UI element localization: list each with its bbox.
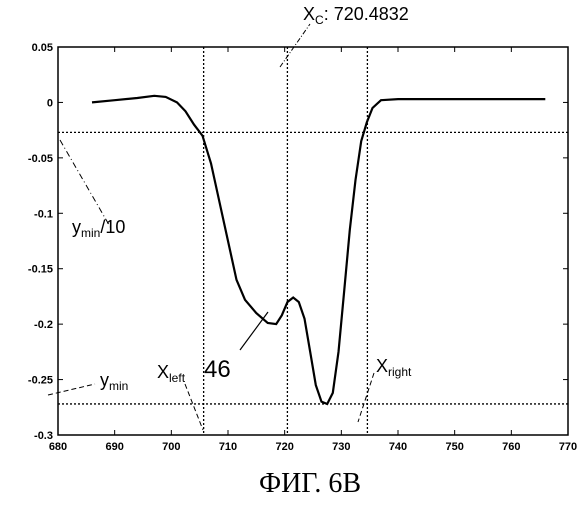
ymin10-annotation: ymin/10 bbox=[72, 217, 125, 240]
reference-lines bbox=[58, 47, 568, 435]
y-tick-label: 0 bbox=[47, 97, 53, 109]
x-tick-label: 750 bbox=[445, 441, 463, 453]
ymin-annotation: ymin bbox=[100, 370, 128, 393]
x-tick-label: 720 bbox=[275, 441, 293, 453]
x-tick-label: 710 bbox=[219, 441, 237, 453]
y-tick-label: 0.05 bbox=[32, 42, 53, 54]
x-tick-label: 760 bbox=[502, 441, 520, 453]
x-tick-label: 730 bbox=[332, 441, 350, 453]
axis-ticks bbox=[58, 47, 568, 435]
xleft-leader bbox=[185, 384, 203, 430]
xc-annotation: XC: 720.4832 bbox=[303, 4, 409, 27]
label-46-leader bbox=[240, 312, 268, 350]
x-tick-label: 700 bbox=[162, 441, 180, 453]
figure-caption: ФИГ. 6В bbox=[259, 468, 361, 499]
data-line bbox=[92, 96, 545, 404]
ymin-leader bbox=[48, 384, 95, 395]
x-tick-label: 740 bbox=[389, 441, 407, 453]
x-tick-label: 690 bbox=[105, 441, 123, 453]
y-tick-label: -0.25 bbox=[28, 375, 53, 387]
x-tick-label: 770 bbox=[559, 441, 577, 453]
xleft-annotation: Xleft bbox=[157, 362, 186, 385]
xright-annotation: Xright bbox=[376, 356, 412, 379]
y-tick-label: -0.3 bbox=[34, 430, 53, 442]
xright-leader bbox=[358, 373, 374, 422]
y-tick-label: -0.15 bbox=[28, 264, 53, 276]
y-tick-label: -0.2 bbox=[34, 319, 53, 331]
xc-leader bbox=[280, 24, 310, 67]
y-tick-label: -0.1 bbox=[34, 208, 53, 220]
x-tick-label: 680 bbox=[49, 441, 67, 453]
label-46: 46 bbox=[204, 356, 231, 383]
plot-frame bbox=[58, 47, 568, 435]
y-tick-label: -0.05 bbox=[28, 153, 53, 165]
